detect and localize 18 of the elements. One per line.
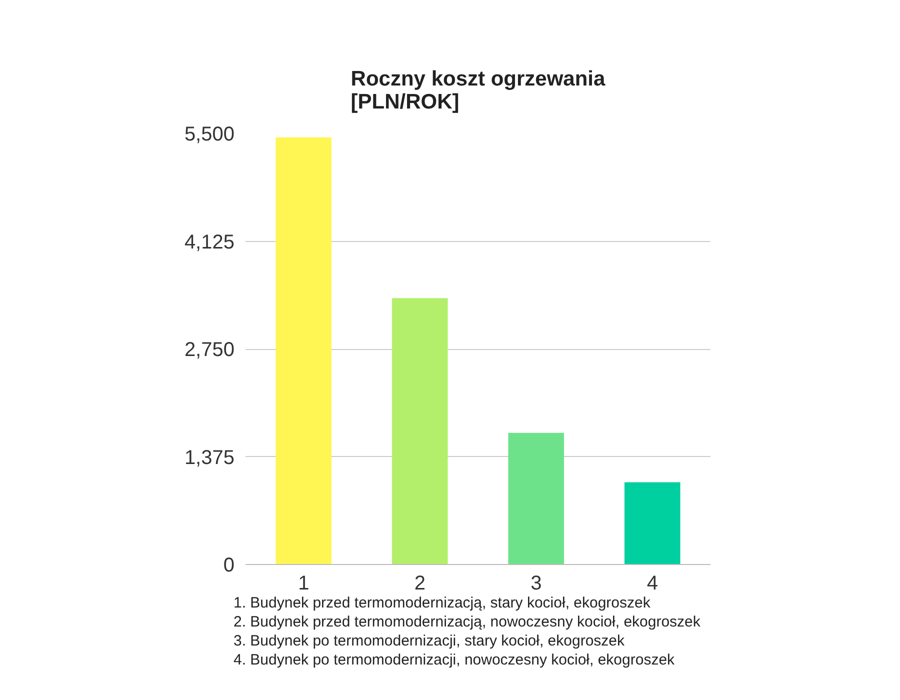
bar [508,432,564,564]
text: 4. Budynek po termomodernizacji, nowoczesny kocioł, ekogroszek [234,652,676,668]
x-tick-label: 1 [298,572,310,594]
y-tick-label: 4,125 [184,231,235,254]
y-tick-label: 1,375 [184,446,235,469]
text: 3. Budynek po termomodernizacji, stary kocioł, ekogroszek [234,632,626,650]
chart-title: Roczny koszt ogrzewania [PLN/ROK] [350,68,606,114]
y-tick-label: 2,750 [184,339,235,361]
text: 1. Budynek przed termomodernizacją, stary kocioł, ekogroszek [234,594,651,612]
x-tick-label: 2 [414,572,426,594]
y-tick-label: 0 [223,554,234,576]
x-tick-label: 4 [646,572,658,594]
bar [624,482,680,564]
bar [276,137,332,564]
text: 2. Budynek przed termomodernizacją, nowoczesny kocioł, ekogroszek [234,614,701,630]
x-tick-label: 3 [530,572,542,594]
y-tick-label: 5,500 [184,124,235,146]
bar [392,298,448,564]
